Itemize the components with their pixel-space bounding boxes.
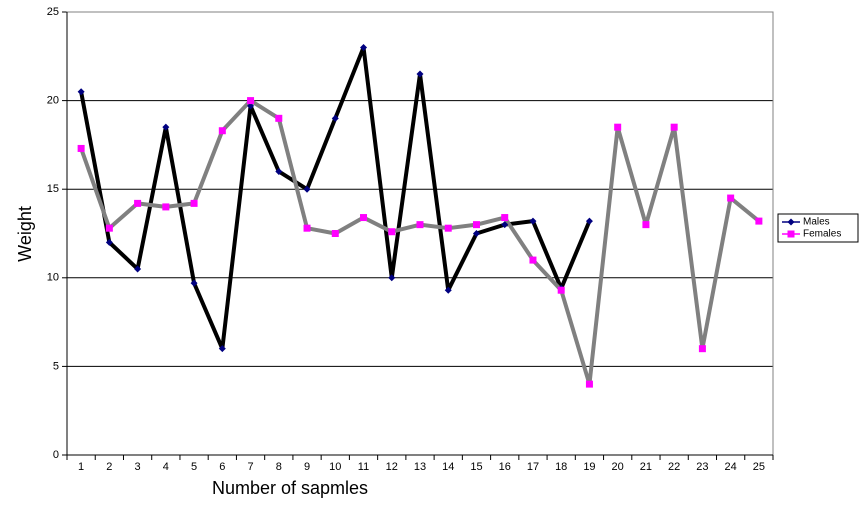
data-point xyxy=(416,70,424,78)
data-point xyxy=(670,123,678,131)
legend-label: Females xyxy=(803,229,841,240)
data-point xyxy=(501,221,509,229)
data-point xyxy=(105,224,113,232)
data-point xyxy=(275,114,283,122)
data-point xyxy=(218,127,226,135)
data-point xyxy=(105,238,113,246)
x-tick-label: 1 xyxy=(78,461,84,473)
x-tick-label: 13 xyxy=(414,461,426,473)
data-point xyxy=(444,286,452,294)
x-tick-label: 16 xyxy=(499,461,511,473)
data-point xyxy=(190,279,198,287)
legend-marker xyxy=(787,218,795,226)
data-point xyxy=(585,380,593,388)
data-point xyxy=(585,217,593,225)
data-point xyxy=(360,43,368,51)
x-tick-label: 5 xyxy=(191,461,197,473)
x-tick-label: 18 xyxy=(555,461,567,473)
data-point xyxy=(247,102,255,110)
data-point xyxy=(388,228,396,236)
series-line xyxy=(79,45,592,351)
data-point xyxy=(614,123,622,131)
data-point xyxy=(388,274,396,282)
x-tick-label: 11 xyxy=(358,461,369,473)
data-point xyxy=(472,221,480,229)
x-tick-label: 9 xyxy=(304,461,310,473)
x-tick-label: 17 xyxy=(527,461,539,473)
data-point xyxy=(77,144,85,152)
y-axis-label: Weight xyxy=(15,206,35,262)
data-point xyxy=(331,114,339,122)
data-point xyxy=(331,230,339,237)
data-point xyxy=(727,194,735,202)
x-tick-label: 22 xyxy=(668,461,680,473)
legend-marker xyxy=(787,230,795,238)
x-tick-label: 8 xyxy=(276,461,282,473)
x-tick-label: 23 xyxy=(696,461,708,473)
x-axis-label: Number of sapmles xyxy=(212,478,368,498)
x-tick-label: 19 xyxy=(583,461,595,473)
data-point xyxy=(303,185,311,193)
data-point xyxy=(190,199,198,207)
x-tick-label: 7 xyxy=(247,461,253,473)
x-tick-label: 21 xyxy=(640,461,652,473)
x-tick-label: 10 xyxy=(329,461,341,473)
y-tick-label: 5 xyxy=(53,360,59,372)
data-point xyxy=(360,214,368,222)
legend-label: Males xyxy=(803,217,830,228)
data-point xyxy=(162,203,170,211)
data-point xyxy=(444,224,452,232)
data-point xyxy=(134,199,142,207)
x-tick-label: 2 xyxy=(106,461,112,473)
data-point xyxy=(162,123,170,131)
y-tick-label: 0 xyxy=(53,449,59,461)
x-tick-label: 3 xyxy=(135,461,141,473)
data-point xyxy=(218,345,226,353)
data-point xyxy=(134,265,142,273)
x-tick-label: 6 xyxy=(219,461,225,473)
y-tick-label: 15 xyxy=(47,183,59,195)
data-point xyxy=(557,286,565,294)
x-tick-label: 12 xyxy=(386,461,398,473)
x-tick-label: 15 xyxy=(470,461,482,473)
x-tick-label: 25 xyxy=(753,461,765,473)
data-point xyxy=(77,88,85,96)
x-tick-label: 14 xyxy=(442,461,454,473)
x-tick-label: 4 xyxy=(163,461,169,473)
data-point xyxy=(755,217,763,225)
y-tick-label: 25 xyxy=(47,6,59,18)
data-point xyxy=(529,217,537,225)
series-line xyxy=(79,98,761,387)
data-point xyxy=(416,221,424,229)
data-point xyxy=(501,214,509,222)
data-point xyxy=(247,97,255,105)
y-tick-label: 10 xyxy=(47,272,59,284)
y-tick-label: 20 xyxy=(47,95,59,107)
data-point xyxy=(275,167,283,175)
x-tick-label: 24 xyxy=(725,461,737,473)
data-point xyxy=(472,230,480,237)
data-point xyxy=(642,221,650,229)
x-tick-label: 20 xyxy=(612,461,624,473)
data-point xyxy=(303,224,311,232)
data-point xyxy=(698,345,706,353)
data-point xyxy=(529,256,537,264)
